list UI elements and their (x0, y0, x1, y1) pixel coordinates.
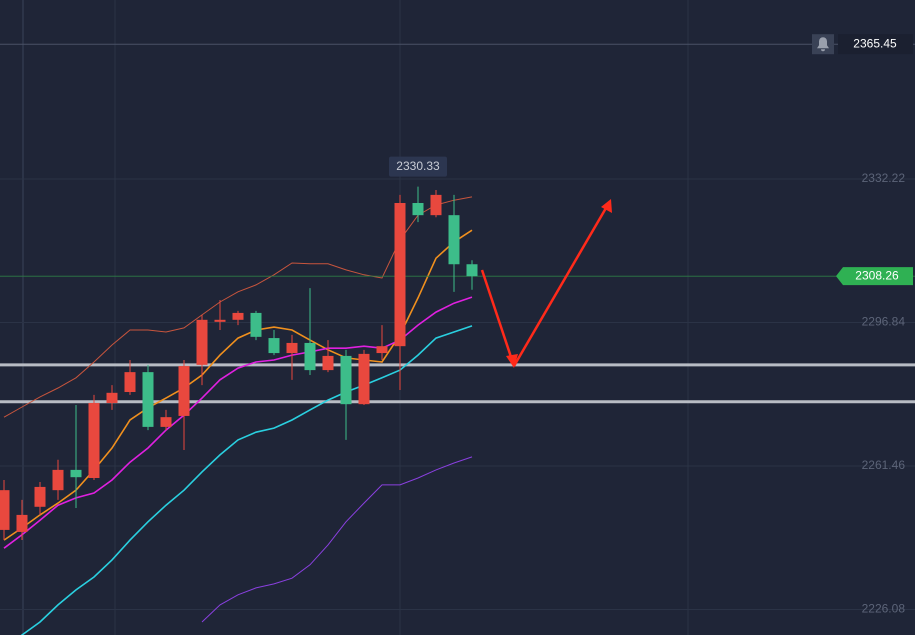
plot: 2332.22 2296.84 2261.46 2226.08 2330.33 2308.… (0, 34, 915, 635)
candle-body (430, 194, 442, 216)
candle-body (286, 342, 298, 354)
indicator-line (3, 196, 473, 418)
y-tick-label: 2296.84 (862, 315, 906, 329)
candle-body (124, 372, 136, 393)
candle-body (34, 486, 46, 507)
candle-body (142, 372, 154, 427)
candle-body (322, 355, 334, 371)
y-tick-label: 2332.22 (862, 171, 906, 185)
candle-body (358, 353, 370, 405)
bell-icon (817, 37, 829, 52)
candle-body (196, 319, 208, 365)
alert-price-label: 2365.45 (853, 36, 897, 50)
candle-body (70, 469, 82, 478)
candle-body (412, 203, 424, 216)
candle-body (250, 312, 262, 337)
candle-body (52, 469, 64, 491)
high-label: 2330.33 (396, 159, 440, 173)
indicator-line (3, 229, 473, 541)
candle-body (448, 215, 460, 265)
candle-body (340, 355, 352, 405)
indicator-line (3, 296, 473, 549)
arrow-up (512, 207, 608, 367)
high-label-box (389, 156, 447, 177)
candle-body (160, 417, 172, 427)
last-price-label: 2308.26 (855, 268, 899, 282)
candle-body (376, 346, 388, 354)
candle-body (466, 264, 478, 277)
y-tick-label: 2226.08 (862, 602, 906, 616)
candle-body (214, 319, 226, 322)
candle-body (106, 392, 118, 403)
arrow-head (601, 199, 612, 213)
candle-body (88, 402, 100, 478)
candle-body (232, 312, 244, 320)
indicator-line (20, 325, 473, 635)
arrow-down (480, 269, 514, 361)
candle-body (0, 490, 10, 530)
indicator-line (201, 456, 473, 623)
candle-body (394, 203, 406, 347)
y-tick-label: 2261.46 (862, 458, 906, 472)
candle-body (268, 338, 280, 354)
candle-body (304, 342, 316, 371)
forecast-arrows (480, 199, 612, 368)
candle-body (178, 366, 190, 416)
candle-body (16, 514, 28, 532)
alert-tag (838, 34, 913, 55)
last-price-tag (836, 267, 913, 286)
